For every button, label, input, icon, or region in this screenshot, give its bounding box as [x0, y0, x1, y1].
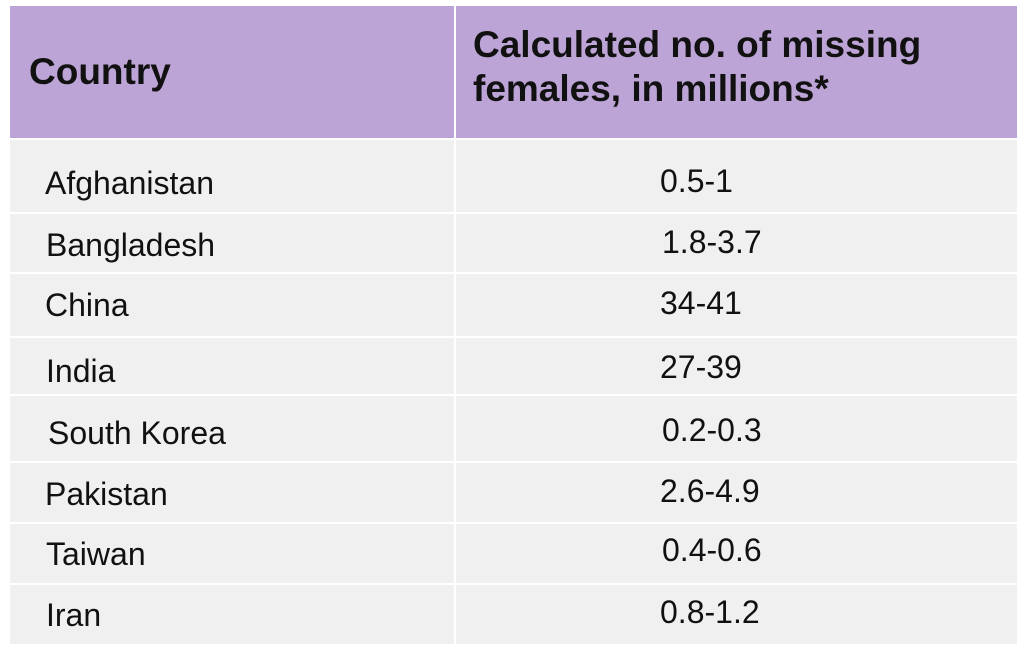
column-header-country: Country — [29, 51, 171, 92]
header-divider — [454, 6, 456, 138]
missing-females-table: Country Calculated no. of missing female… — [10, 6, 1017, 644]
row-separator — [10, 394, 1017, 396]
column-header-missing-females: Calculated no. of missing females, in mi… — [473, 24, 922, 109]
country-cell: Pakistan — [45, 476, 168, 512]
value-cell: 0.8-1.2 — [660, 594, 760, 630]
country-cell: China — [45, 287, 129, 323]
row-separator — [10, 583, 1017, 585]
column-divider — [454, 140, 456, 644]
value-cell: 0.4-0.6 — [662, 532, 762, 568]
country-cell: Bangladesh — [46, 227, 216, 263]
table-body — [10, 140, 1017, 644]
value-cell: 2.6-4.9 — [660, 473, 760, 509]
row-separator — [10, 461, 1017, 463]
table-header — [10, 6, 1017, 138]
country-cell: Iran — [46, 597, 102, 633]
country-cell: Afghanistan — [45, 165, 215, 201]
row-separator — [10, 336, 1017, 338]
country-cell: South Korea — [48, 415, 226, 451]
value-cell: 0.5-1 — [660, 163, 733, 199]
country-cell: India — [46, 353, 116, 389]
row-separator — [10, 212, 1017, 214]
value-cell: 34-41 — [660, 285, 742, 321]
country-cell: Taiwan — [46, 536, 146, 572]
value-cell: 0.2-0.3 — [662, 412, 762, 448]
row-separator — [10, 522, 1017, 524]
value-cell: 1.8-3.7 — [662, 224, 762, 260]
value-cell: 27-39 — [660, 349, 742, 385]
row-separator — [10, 272, 1017, 274]
